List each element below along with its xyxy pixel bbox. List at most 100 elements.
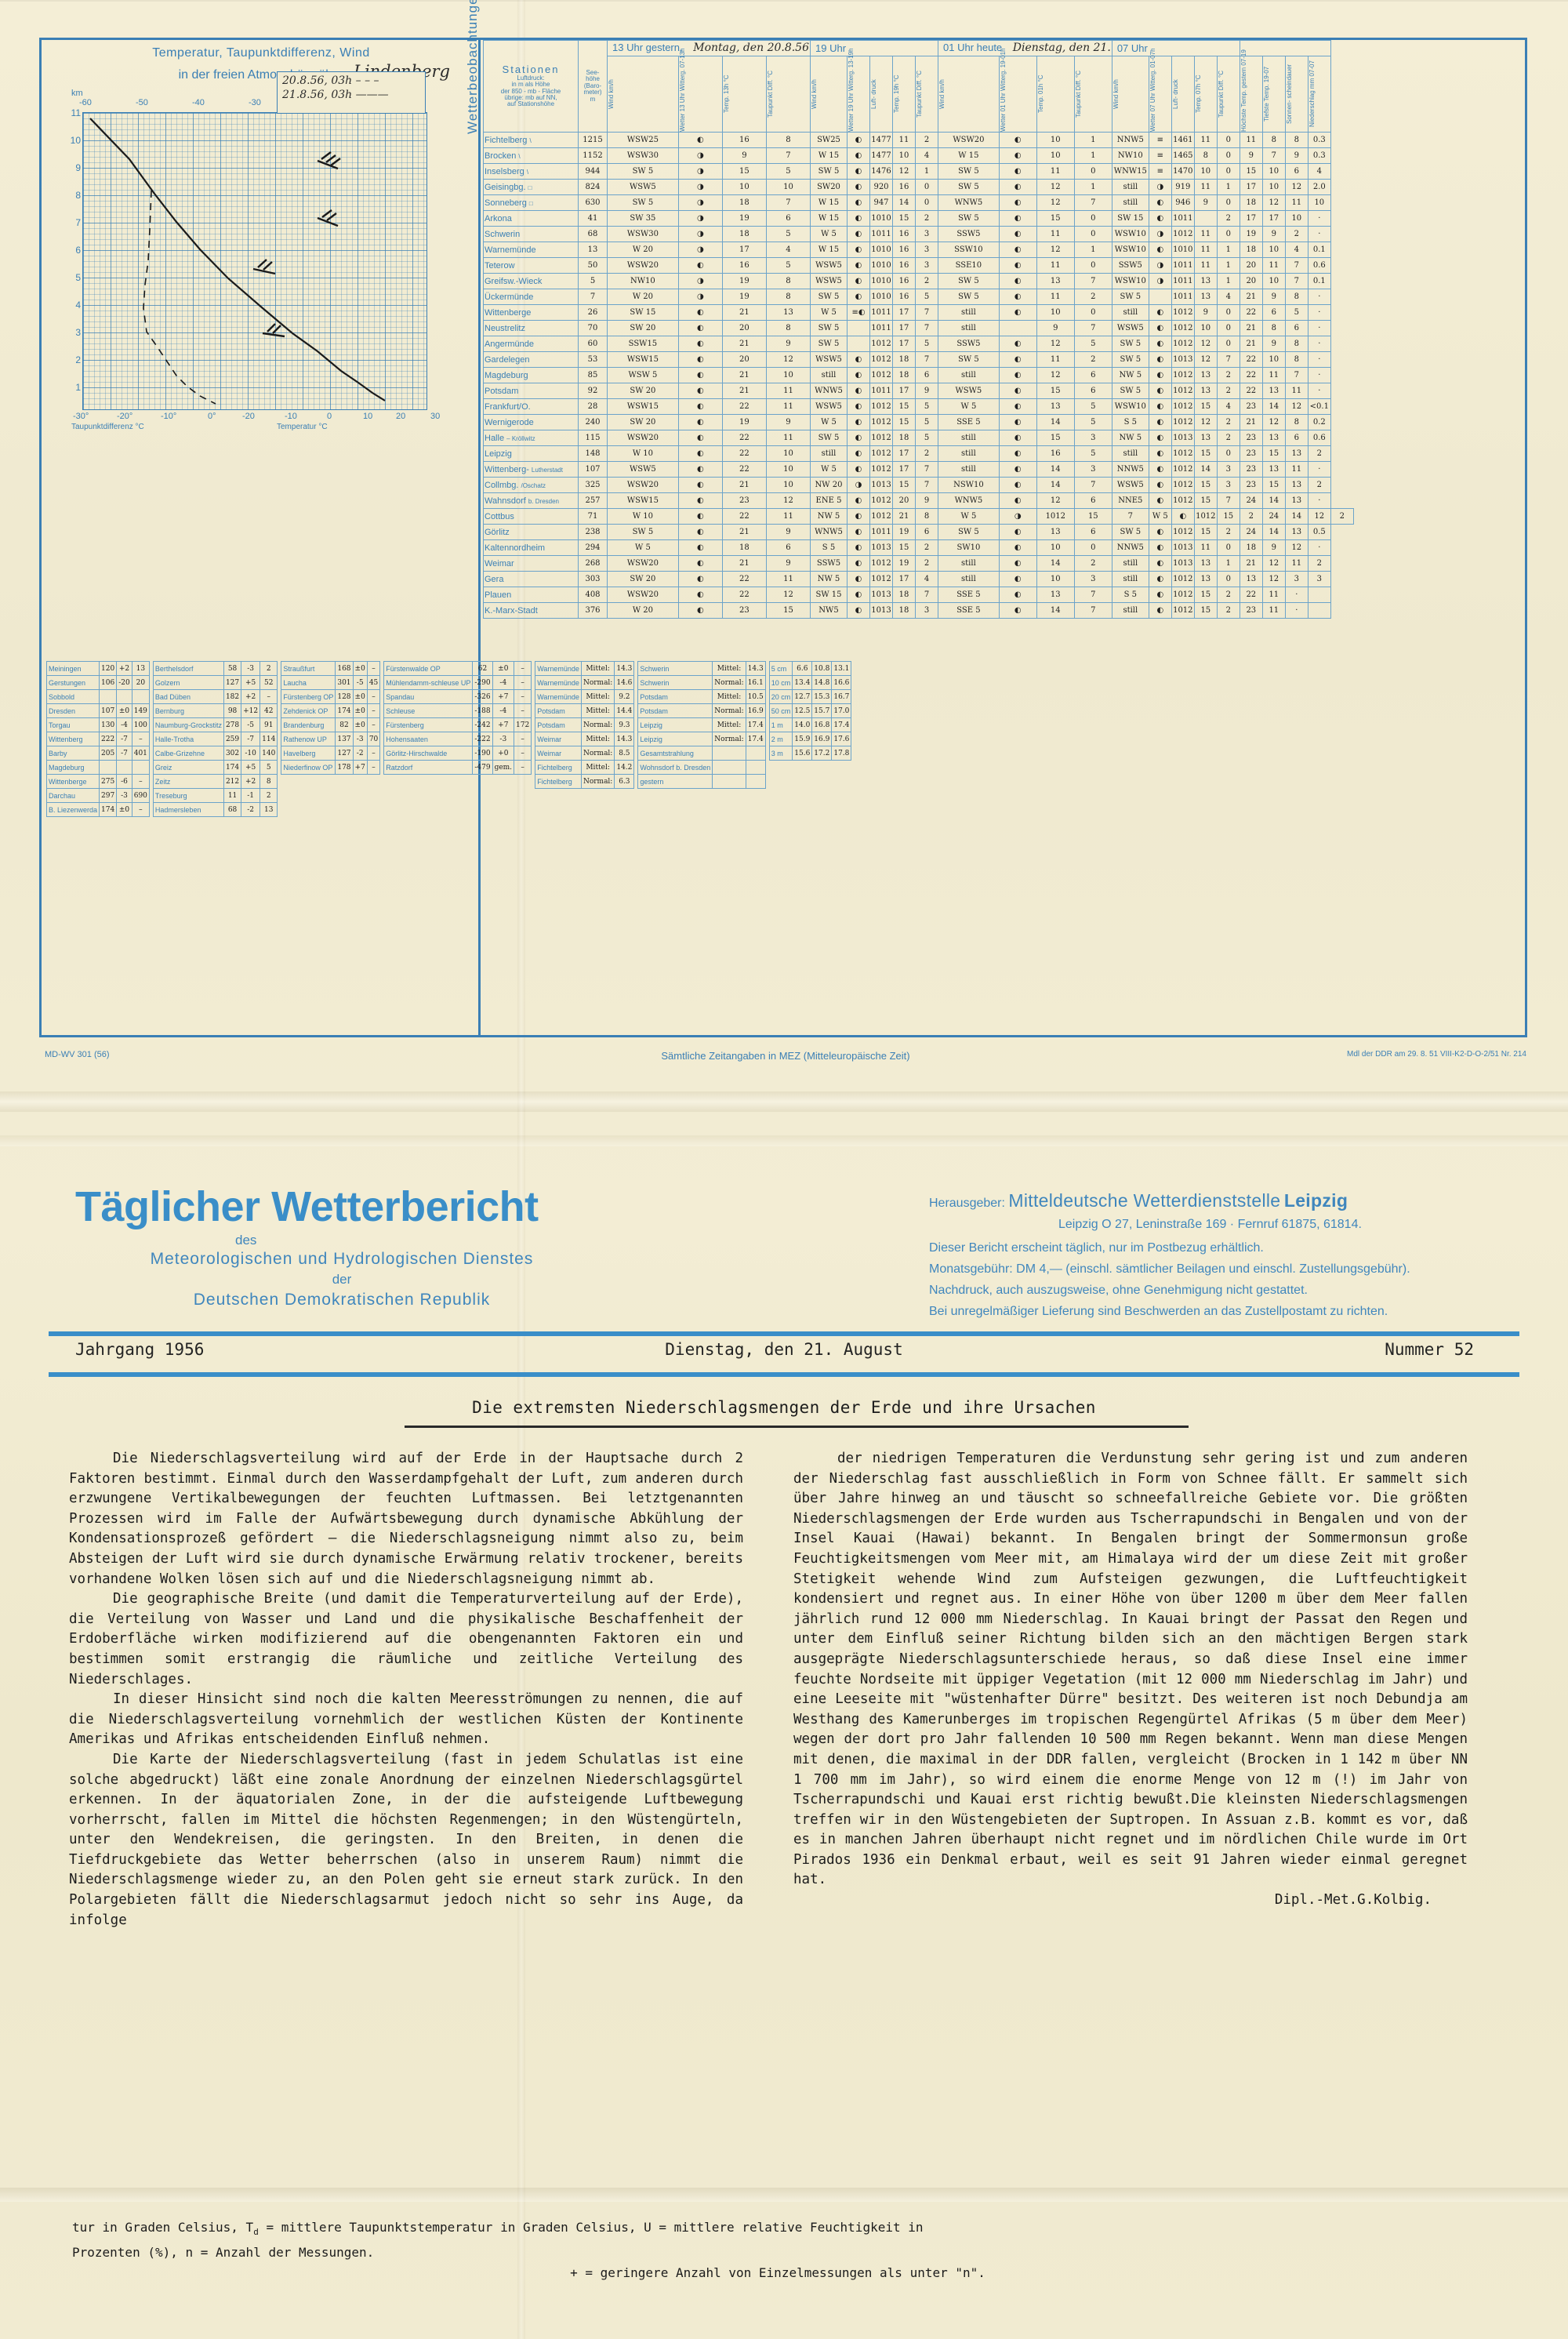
diagram-sounding-curves xyxy=(89,118,386,405)
station-value-cell: 7 xyxy=(915,304,938,321)
station-value-cell: 1012 xyxy=(1171,461,1195,478)
station-value-cell: NNW5 xyxy=(1111,461,1149,478)
station-value-cell: 14 xyxy=(1193,461,1218,478)
pegel-row: Fürstenwalde OP 62 ±0– xyxy=(383,661,532,676)
station-value-cell: · xyxy=(1307,367,1331,383)
row-value-cell: -6 xyxy=(116,774,132,789)
row-value-cell: 14.2 xyxy=(614,760,635,775)
table-row: Teterow 50 WSW20 ◐ 16 5 WSW5 ◐ 1010 16 3 SSE10 ◐ 11 0… xyxy=(483,257,1354,274)
row-label-cell: Potsdam xyxy=(535,717,582,732)
station-value-cell: 22 xyxy=(721,508,767,525)
station-value-cell: 17 xyxy=(892,571,916,587)
station-value-cell: 11 xyxy=(1036,163,1075,180)
footnote-line-3: + = geringere Anzahl von Einzelmessungen… xyxy=(570,2265,985,2280)
station-value-cell: ◐ xyxy=(847,351,870,368)
station-value-cell: 4 xyxy=(1307,163,1331,180)
row-value-cell: 42 xyxy=(260,703,278,718)
pegel-row: Bernburg 98 +12 42 xyxy=(152,703,278,718)
station-value-cell: SSE 5 xyxy=(938,587,1000,603)
station-value-cell: 12 xyxy=(1284,398,1308,415)
publisher-address: Leipzig O 27, Leninstraße 169 · Fernruf … xyxy=(1058,1218,1362,1231)
station-value-cell: still xyxy=(1111,194,1149,211)
station-value-cell: 0.1 xyxy=(1307,242,1331,258)
station-value-cell: W 5 xyxy=(938,508,1000,525)
station-value-cell: ◐ xyxy=(1148,398,1172,415)
station-value-cell: 7 xyxy=(1111,508,1149,525)
row-label-cell: Torgau xyxy=(45,717,100,732)
row-value-cell: 278 xyxy=(223,717,242,732)
diagram-y-tick-2: 2 xyxy=(75,354,81,365)
station-value-cell: 14 xyxy=(1261,524,1286,540)
vertical-caption: Wetterbeobachtungen aus der Deutschen De… xyxy=(465,0,481,134)
station-value-cell: 2 xyxy=(915,445,938,462)
station-value-cell: ◐ xyxy=(998,383,1037,399)
station-value-cell: ◐ xyxy=(847,289,870,305)
article-paragraph: Die geographische Breite (und damit die … xyxy=(69,1591,743,1687)
row-value-cell: 9.2 xyxy=(614,689,635,704)
station-value-cell: 11 xyxy=(1193,179,1218,195)
station-value-cell xyxy=(1193,210,1218,227)
station-value-cell: SW 5 xyxy=(607,163,679,180)
station-value-cell: 24 xyxy=(1261,508,1286,525)
station-value-cell: ◑ xyxy=(677,289,723,305)
station-value-cell: 13 xyxy=(1036,398,1075,415)
row-value-cell: – xyxy=(514,703,532,718)
row-value-cell: 14.6 xyxy=(614,675,635,690)
station-value-cell: 21 xyxy=(721,555,767,572)
station-value-cell: 19 xyxy=(892,524,916,540)
station-value-cell: SW 20 xyxy=(607,414,679,430)
publisher-line: Herausgeber: Mitteldeutsche Wetterdienst… xyxy=(929,1190,1348,1211)
row-label-cell: Wittenberge xyxy=(45,774,100,789)
station-value-cell: SW 5 xyxy=(1111,351,1149,368)
station-value-cell: 6 xyxy=(1284,430,1308,446)
diagram-legend-entry-1: 20.8.56, 03h – – – xyxy=(282,74,379,87)
station-value-cell: 2 xyxy=(915,132,938,148)
station-value-cell: 2 xyxy=(1073,289,1112,305)
station-value-cell: 13 xyxy=(1261,461,1286,478)
station-value-cell: 11 xyxy=(765,398,811,415)
row-value-cell: – xyxy=(366,703,381,718)
station-value-cell: still xyxy=(1111,179,1149,195)
station-value-cell: 3 xyxy=(915,226,938,242)
station-value-cell: WSW5 xyxy=(810,273,848,289)
station-value-cell: ◐ xyxy=(847,367,870,383)
diagram-bottom-tick-5: -20 xyxy=(242,412,255,421)
station-value-cell: SW 35 xyxy=(607,210,679,227)
station-value-cell: 2 xyxy=(1216,524,1240,540)
station-value-cell: 1 xyxy=(915,163,938,180)
row-value-cell: 12.7 xyxy=(792,689,813,704)
station-name-cell: Leipzig xyxy=(483,445,579,462)
station-value-cell: 12 xyxy=(1193,336,1218,352)
station-value-cell: 12 xyxy=(1261,414,1286,430)
col-pressure-07: Luft- druck xyxy=(1171,56,1195,133)
pegel-row: Schleuse -188 -4– xyxy=(383,703,532,718)
station-altitude-cell: 376 xyxy=(578,602,608,619)
row-value-cell: 17.4 xyxy=(745,717,766,732)
station-value-cell: 11 xyxy=(1036,257,1075,274)
station-value-cell: 1012 xyxy=(1171,445,1195,462)
station-value-cell: 12 xyxy=(765,351,811,368)
station-value-cell: 7 xyxy=(915,477,938,493)
row-label-cell: 1 m xyxy=(768,717,793,732)
pegel-table-mid: Berthelsdorf 58 -3 2 Golzern 127 +5 52 Bad Düben… xyxy=(152,661,278,817)
station-value-cell: 15 xyxy=(892,210,916,227)
station-value-cell: 2 xyxy=(1216,587,1240,603)
row-value-cell: +2 xyxy=(241,689,261,704)
pegel-row: Magdeburg xyxy=(45,760,150,775)
station-value-cell: 8 xyxy=(765,132,811,148)
station-value-cell: ≡◐ xyxy=(847,304,870,321)
row-label-cell: Weimar xyxy=(535,732,582,746)
station-value-cell: ◐ xyxy=(998,398,1037,415)
diagram-grid xyxy=(82,112,427,410)
publisher-name: Mitteldeutsche Wetterdienststelle xyxy=(1008,1190,1281,1211)
station-value-cell: WSW20 xyxy=(607,430,679,446)
station-value-cell: WSW15 xyxy=(607,398,679,415)
station-value-cell: 10 xyxy=(765,461,811,478)
pegel-row: B. Liezenwerda 174 ±0– xyxy=(45,802,150,817)
station-value-cell xyxy=(998,320,1037,336)
footnote-line-1: tur in Graden Celsius, Td = mittlere Tau… xyxy=(72,2220,924,2237)
row-label-cell: Straußfurt xyxy=(281,661,336,676)
station-value-cell: SW 5 xyxy=(810,289,848,305)
station-value-cell: ◐ xyxy=(677,602,723,619)
row-label-cell: Hohensaaten xyxy=(383,732,474,746)
